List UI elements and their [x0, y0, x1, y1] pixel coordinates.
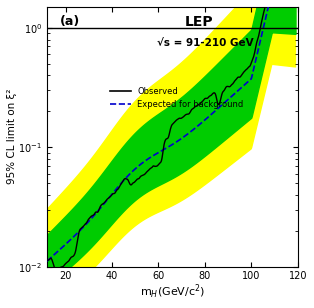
Text: √s = 91-210 GeV: √s = 91-210 GeV — [157, 38, 254, 48]
Y-axis label: 95% CL limit on ξ²: 95% CL limit on ξ² — [7, 89, 17, 184]
Text: (a): (a) — [60, 15, 80, 28]
Text: LEP: LEP — [185, 15, 214, 29]
Legend: Observed, Expected for background: Observed, Expected for background — [106, 84, 247, 113]
X-axis label: m$_{H}$(GeV/c$^{2}$): m$_{H}$(GeV/c$^{2}$) — [140, 283, 205, 301]
